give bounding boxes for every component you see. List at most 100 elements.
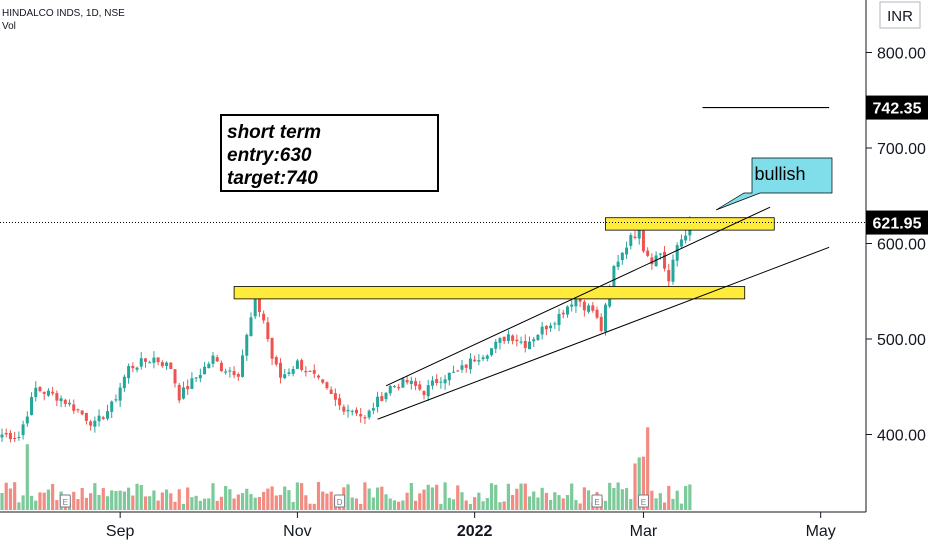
candle-body bbox=[629, 235, 633, 246]
volume-bar bbox=[574, 500, 578, 510]
symbol-title: HINDALCO INDS, 1D, NSE bbox=[2, 8, 125, 19]
candle-body bbox=[456, 370, 460, 372]
volume-bar bbox=[46, 489, 51, 510]
candle-body bbox=[0, 434, 4, 438]
candle-body bbox=[540, 326, 544, 335]
volume-bar bbox=[392, 500, 397, 510]
volume-bar bbox=[388, 498, 392, 510]
volume-bar bbox=[532, 491, 536, 510]
candle-body bbox=[228, 370, 232, 372]
volume-bar bbox=[473, 497, 477, 510]
candle-body bbox=[354, 409, 358, 414]
candle-body bbox=[93, 420, 97, 427]
volume-bar bbox=[426, 484, 430, 510]
candles-layer bbox=[0, 216, 692, 443]
volume-bar bbox=[186, 487, 190, 510]
candle-body bbox=[245, 334, 249, 356]
candle-body bbox=[363, 417, 367, 419]
volume-bar bbox=[177, 489, 181, 510]
volume-bar bbox=[0, 493, 4, 510]
volume-bar bbox=[325, 493, 329, 510]
price-label-text: 742.35 bbox=[873, 101, 922, 118]
volume-bar bbox=[578, 503, 582, 510]
volume-bar bbox=[249, 494, 253, 510]
candle-body bbox=[591, 305, 595, 311]
candle-body bbox=[506, 334, 510, 341]
volume-bar bbox=[76, 499, 80, 510]
candle-body bbox=[359, 414, 363, 417]
candle-body bbox=[667, 270, 671, 282]
price-axis[interactable]: 800.00 700.00 600.00 500.00 400.00 bbox=[866, 46, 926, 445]
volume-bar bbox=[667, 485, 671, 510]
candle-body bbox=[637, 230, 641, 239]
volume-bar bbox=[232, 498, 236, 510]
volume-bar bbox=[502, 501, 506, 510]
volume-bar bbox=[620, 489, 624, 510]
currency-label: INR bbox=[887, 8, 913, 25]
volume-bar bbox=[295, 482, 299, 510]
candle-body bbox=[523, 340, 527, 348]
candle-body bbox=[679, 239, 683, 247]
candle-body bbox=[139, 358, 143, 367]
candle-body bbox=[283, 374, 287, 379]
candle-body bbox=[376, 396, 380, 407]
candle-body bbox=[565, 306, 569, 315]
candle-body bbox=[384, 392, 388, 400]
volume-bar bbox=[654, 498, 658, 510]
volume-bar bbox=[565, 494, 570, 510]
volume-bar bbox=[616, 482, 620, 510]
volume-bar bbox=[215, 500, 219, 510]
volume-bar bbox=[536, 497, 540, 510]
candle-body bbox=[266, 322, 270, 340]
candle-body bbox=[650, 257, 654, 265]
currency-box[interactable] bbox=[879, 1, 921, 29]
volume-bar bbox=[375, 487, 380, 510]
candle-body bbox=[177, 384, 181, 401]
volume-bar bbox=[122, 491, 126, 510]
time-axis[interactable]: Sep Nov 2022 Mar May bbox=[106, 512, 836, 540]
volume-bar bbox=[194, 495, 198, 510]
volume-bar bbox=[89, 493, 93, 510]
resistance-zone[interactable] bbox=[233, 286, 746, 300]
candle-body bbox=[392, 386, 396, 388]
volume-bar bbox=[658, 493, 662, 510]
volume-bar bbox=[236, 494, 240, 510]
event-marker-label: D bbox=[337, 498, 343, 507]
candle-body bbox=[118, 387, 122, 401]
candle-body bbox=[114, 399, 118, 401]
volume-bar bbox=[561, 498, 565, 510]
candle-body bbox=[169, 362, 173, 370]
volume-bar bbox=[219, 496, 224, 510]
resistance-zone[interactable] bbox=[605, 217, 775, 231]
volume-bar bbox=[422, 489, 426, 510]
candle-body bbox=[287, 372, 291, 374]
volume-bar bbox=[489, 483, 494, 510]
volume-bar bbox=[418, 493, 422, 510]
volume-bar bbox=[169, 493, 173, 510]
candle-body bbox=[186, 386, 190, 390]
candle-body bbox=[51, 391, 55, 394]
candle-body bbox=[587, 305, 591, 312]
candle-body bbox=[435, 379, 439, 384]
volume-bar bbox=[468, 503, 473, 510]
bullish-callout[interactable] bbox=[715, 157, 833, 211]
candle-body bbox=[633, 236, 637, 238]
trade-note-box[interactable] bbox=[220, 114, 439, 192]
volume-bar bbox=[105, 496, 110, 510]
volume-bar bbox=[359, 503, 363, 510]
volume-bar bbox=[413, 500, 418, 510]
volume-bar bbox=[287, 490, 291, 510]
volume-bar bbox=[380, 486, 384, 510]
volume-bar bbox=[110, 490, 114, 510]
volume-bar bbox=[72, 491, 76, 510]
candle-body bbox=[295, 360, 299, 369]
candle-body bbox=[89, 421, 93, 426]
candle-body bbox=[152, 357, 156, 363]
volume-bar bbox=[283, 486, 287, 510]
candle-body bbox=[528, 341, 531, 350]
candle-body bbox=[675, 245, 679, 261]
candle-body bbox=[405, 380, 409, 383]
volume-bar bbox=[675, 490, 679, 510]
candle-body bbox=[21, 424, 25, 436]
